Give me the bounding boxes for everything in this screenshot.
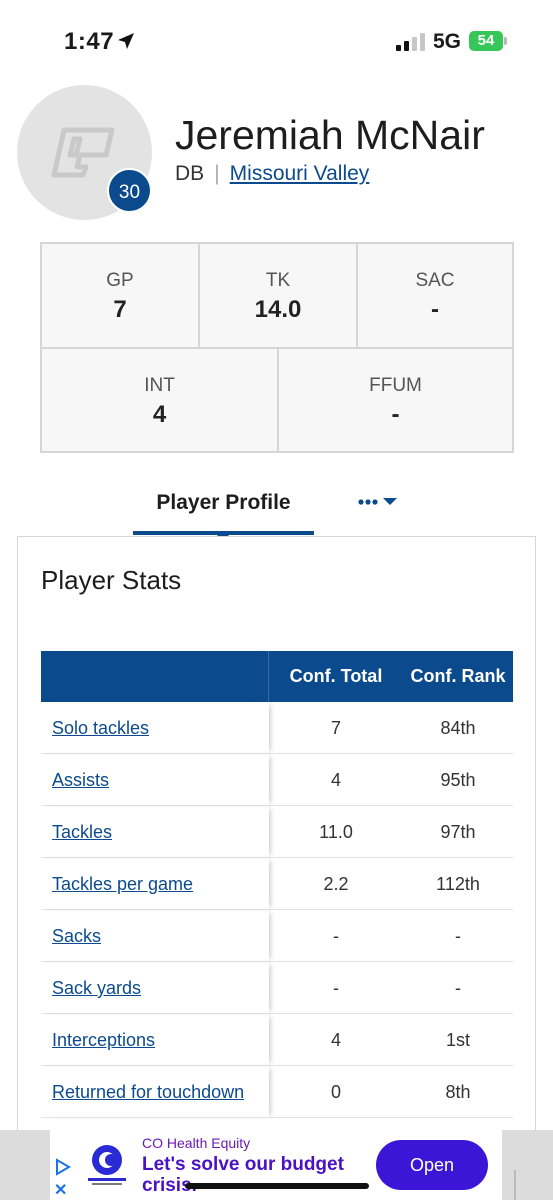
player-meta: DB | Missouri Valley	[175, 162, 369, 186]
cellular-signal-icon	[396, 33, 425, 51]
summary-cell-tk: TK 14.0	[199, 243, 357, 348]
table-row: Tackles 11.0 97th	[41, 806, 513, 858]
ad-sponsor: CO Health Equity	[142, 1135, 251, 1151]
conf-rank-cell: 97th	[440, 822, 476, 842]
conf-total-cell: -	[333, 926, 339, 946]
stat-name-link[interactable]: Sacks	[52, 926, 102, 946]
battery-tip	[504, 37, 507, 45]
team-link[interactable]: Missouri Valley	[229, 162, 370, 185]
stats-table: Conf. Total Conf. Rank Solo tackles 7 84th…	[41, 651, 513, 1118]
summary-value: 7	[113, 296, 127, 323]
table-row: Tackles per game 2.2 112th	[41, 858, 513, 910]
stat-name-cell: Sack yards	[41, 962, 269, 1014]
network-type: 5G	[433, 30, 462, 53]
more-tabs-dropdown[interactable]	[357, 488, 401, 516]
conf-total-cell: -	[333, 978, 339, 998]
header-conf-total[interactable]: Conf. Total	[289, 666, 383, 686]
summary-label: SAC	[415, 270, 455, 291]
conf-rank-cell: 1st	[445, 1030, 470, 1050]
advertiser-logo-icon	[88, 1145, 126, 1185]
conf-rank-cell: -	[455, 978, 461, 998]
player-position: DB	[175, 162, 205, 185]
conf-rank-cell: 84th	[440, 718, 476, 738]
ad-open-button[interactable]: Open	[376, 1140, 488, 1190]
stat-name-link[interactable]: Tackles per game	[52, 874, 194, 894]
ad-choices-icon[interactable]	[54, 1158, 72, 1176]
summary-cell-sac: SAC -	[357, 243, 513, 348]
ad-headline[interactable]: Let's solve our budget crisis.	[142, 1154, 344, 1196]
stat-name-cell: Assists	[41, 754, 269, 806]
tab-player-profile[interactable]: Player Profile	[133, 475, 314, 535]
home-indicator[interactable]	[185, 1183, 369, 1189]
status-time: 1:47	[64, 28, 115, 55]
summary-cell-ffum: FFUM -	[278, 348, 513, 452]
summary-label: INT	[144, 375, 175, 396]
conf-rank-cell: 8th	[445, 1082, 471, 1102]
conf-total-cell: 11.0	[319, 822, 353, 842]
table-row: Solo tackles 7 84th	[41, 702, 513, 754]
conf-total-cell: 2.2	[323, 874, 349, 894]
conf-total-cell: 4	[330, 770, 341, 790]
conf-rank-cell: -	[455, 926, 461, 946]
player-avatar	[17, 85, 152, 220]
summary-label: TK	[265, 270, 291, 291]
header-stat	[41, 651, 269, 702]
summary-label: GP	[106, 270, 134, 291]
stat-name-cell: Sacks	[41, 910, 269, 962]
table-row: Sack yards - -	[41, 962, 513, 1014]
player-stats-card: Player Stats Conf. Total Conf. Rank Solo…	[17, 536, 536, 1136]
summary-cell-int: INT 4	[41, 348, 278, 452]
table-row: Assists 4 95th	[41, 754, 513, 806]
stat-name-cell: Returned for touchdown	[41, 1066, 269, 1118]
conf-rank-cell: 112th	[436, 874, 480, 894]
summary-label: FFUM	[369, 375, 422, 396]
header-conf-rank[interactable]: Conf. Rank	[410, 666, 506, 686]
table-row: Returned for touchdown 0 8th	[41, 1066, 513, 1118]
stat-name-cell: Tackles	[41, 806, 269, 858]
summary-cell-gp: GP 7	[41, 243, 199, 348]
stat-name-cell: Solo tackles	[41, 702, 269, 754]
stat-name-link[interactable]: Returned for touchdown	[52, 1082, 245, 1102]
jersey-number-badge: 30	[107, 168, 152, 213]
summary-value: 4	[152, 401, 167, 428]
battery-icon: 54	[469, 31, 507, 51]
location-arrow-icon	[118, 33, 134, 49]
summary-value: -	[391, 401, 400, 428]
conf-total-cell: 0	[330, 1082, 341, 1102]
stat-name-link[interactable]: Interceptions	[52, 1030, 156, 1050]
ad-close-icon[interactable]: ✕	[54, 1182, 68, 1199]
status-bar: 1:47 5G 54	[0, 0, 553, 80]
stat-name-cell: Interceptions	[41, 1014, 269, 1066]
stats-section-title: Player Stats	[41, 565, 182, 595]
summary-value: -	[431, 296, 439, 323]
table-row: Interceptions 4 1st	[41, 1014, 513, 1066]
conf-rank-cell: 95th	[440, 770, 476, 790]
summary-value: 14.0	[254, 296, 302, 323]
stat-name-link[interactable]: Tackles	[52, 822, 113, 842]
player-name: Jeremiah McNair	[175, 112, 485, 158]
stat-name-link[interactable]: Sack yards	[52, 978, 142, 998]
placeholder-logo-icon	[51, 127, 115, 178]
more-dots-icon	[358, 498, 397, 505]
stat-summary-grid: GP 7 TK 14.0 SAC - INT 4 FFUM -	[40, 242, 514, 453]
stat-name-link[interactable]: Solo tackles	[52, 718, 150, 738]
conf-total-cell: 7	[330, 718, 341, 738]
stat-name-link[interactable]: Assists	[52, 770, 110, 790]
table-body: Solo tackles 7 84th Assists 4 95th Tackles 11.0…	[41, 702, 513, 1118]
battery-level: 54	[469, 31, 503, 51]
table-row: Sacks - -	[41, 910, 513, 962]
conf-total-cell: 4	[330, 1030, 341, 1050]
stat-name-cell: Tackles per game	[41, 858, 269, 910]
table-header: Conf. Total Conf. Rank	[41, 651, 513, 702]
meta-divider: |	[214, 162, 220, 185]
scroll-edge	[514, 1170, 516, 1200]
